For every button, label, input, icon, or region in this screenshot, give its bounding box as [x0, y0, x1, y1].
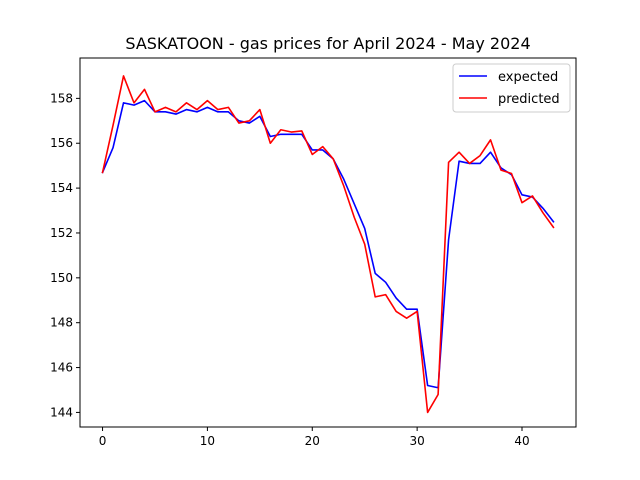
legend-label-predicted: predicted [498, 92, 560, 107]
y-tick-label: 154 [50, 181, 73, 195]
axes-layer: 0 10 20 30 40 144 146 148 150 152 154 156 158 [50, 57, 577, 448]
series-layer [101, 75, 555, 414]
y-tick-label: 148 [50, 316, 73, 330]
plot-background [80, 58, 576, 427]
x-tick-label: 20 [305, 434, 320, 448]
y-tick-label: 158 [50, 91, 73, 105]
x-tick-label: 10 [200, 434, 215, 448]
series-line-predicted [101, 75, 555, 414]
y-tick-label: 150 [50, 271, 73, 285]
x-tick-label: 0 [99, 434, 107, 448]
y-tick-label: 144 [50, 405, 73, 419]
axes-frame [79, 57, 577, 428]
x-tick-label: 40 [514, 434, 529, 448]
series-line-expected [101, 99, 555, 389]
x-tick-label: 30 [409, 434, 424, 448]
y-tick-label: 156 [50, 136, 73, 150]
plot-area [80, 58, 576, 427]
legend-label-expected: expected [498, 70, 558, 85]
y-tick-label: 146 [50, 361, 73, 375]
y-tick-label: 152 [50, 226, 73, 240]
chart-title: SASKATOON - gas prices for April 2024 - … [125, 34, 530, 53]
legend: expected predicted [452, 63, 571, 113]
